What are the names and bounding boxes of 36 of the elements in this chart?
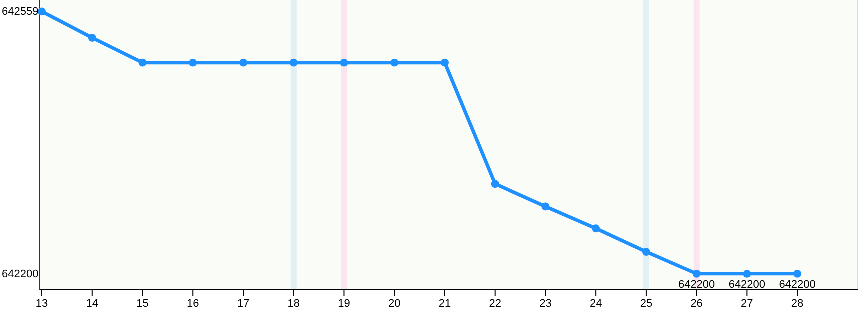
x-tick-label: 24 <box>590 298 602 310</box>
x-tick-label: 23 <box>540 298 552 310</box>
point <box>440 58 449 67</box>
x-tick-label: 18 <box>288 298 300 310</box>
x-tick-label: 16 <box>187 298 200 310</box>
x-tick-label: 17 <box>237 298 250 310</box>
point <box>240 58 248 67</box>
point <box>743 270 752 278</box>
x-tick-label: 15 <box>136 298 149 310</box>
x-tick-label: 20 <box>388 298 401 310</box>
point <box>592 224 600 233</box>
x-tick-label: 25 <box>640 298 653 310</box>
x-tick-label: 28 <box>791 298 804 310</box>
point <box>290 58 298 67</box>
point <box>38 8 46 16</box>
x-tick-label: 22 <box>489 298 502 310</box>
point <box>692 270 701 278</box>
x-tick-label: 14 <box>86 298 99 310</box>
x-tick-label: 21 <box>438 298 452 310</box>
x-tick-label: 26 <box>690 298 703 310</box>
x-tick-label: 27 <box>741 298 754 310</box>
point <box>390 58 399 67</box>
point <box>88 34 96 42</box>
data-label: 642200 <box>728 278 766 291</box>
x-tick-label: 13 <box>36 298 48 310</box>
point <box>189 58 198 67</box>
point <box>642 248 650 256</box>
y-tick-label: 642559 <box>2 6 39 18</box>
data-label: 642200 <box>779 278 816 291</box>
x-tick-label: 19 <box>338 298 350 310</box>
point <box>542 202 550 211</box>
point <box>138 58 147 67</box>
point <box>340 58 348 67</box>
point <box>491 180 500 188</box>
point <box>794 270 802 278</box>
data-label: 642200 <box>678 278 716 291</box>
